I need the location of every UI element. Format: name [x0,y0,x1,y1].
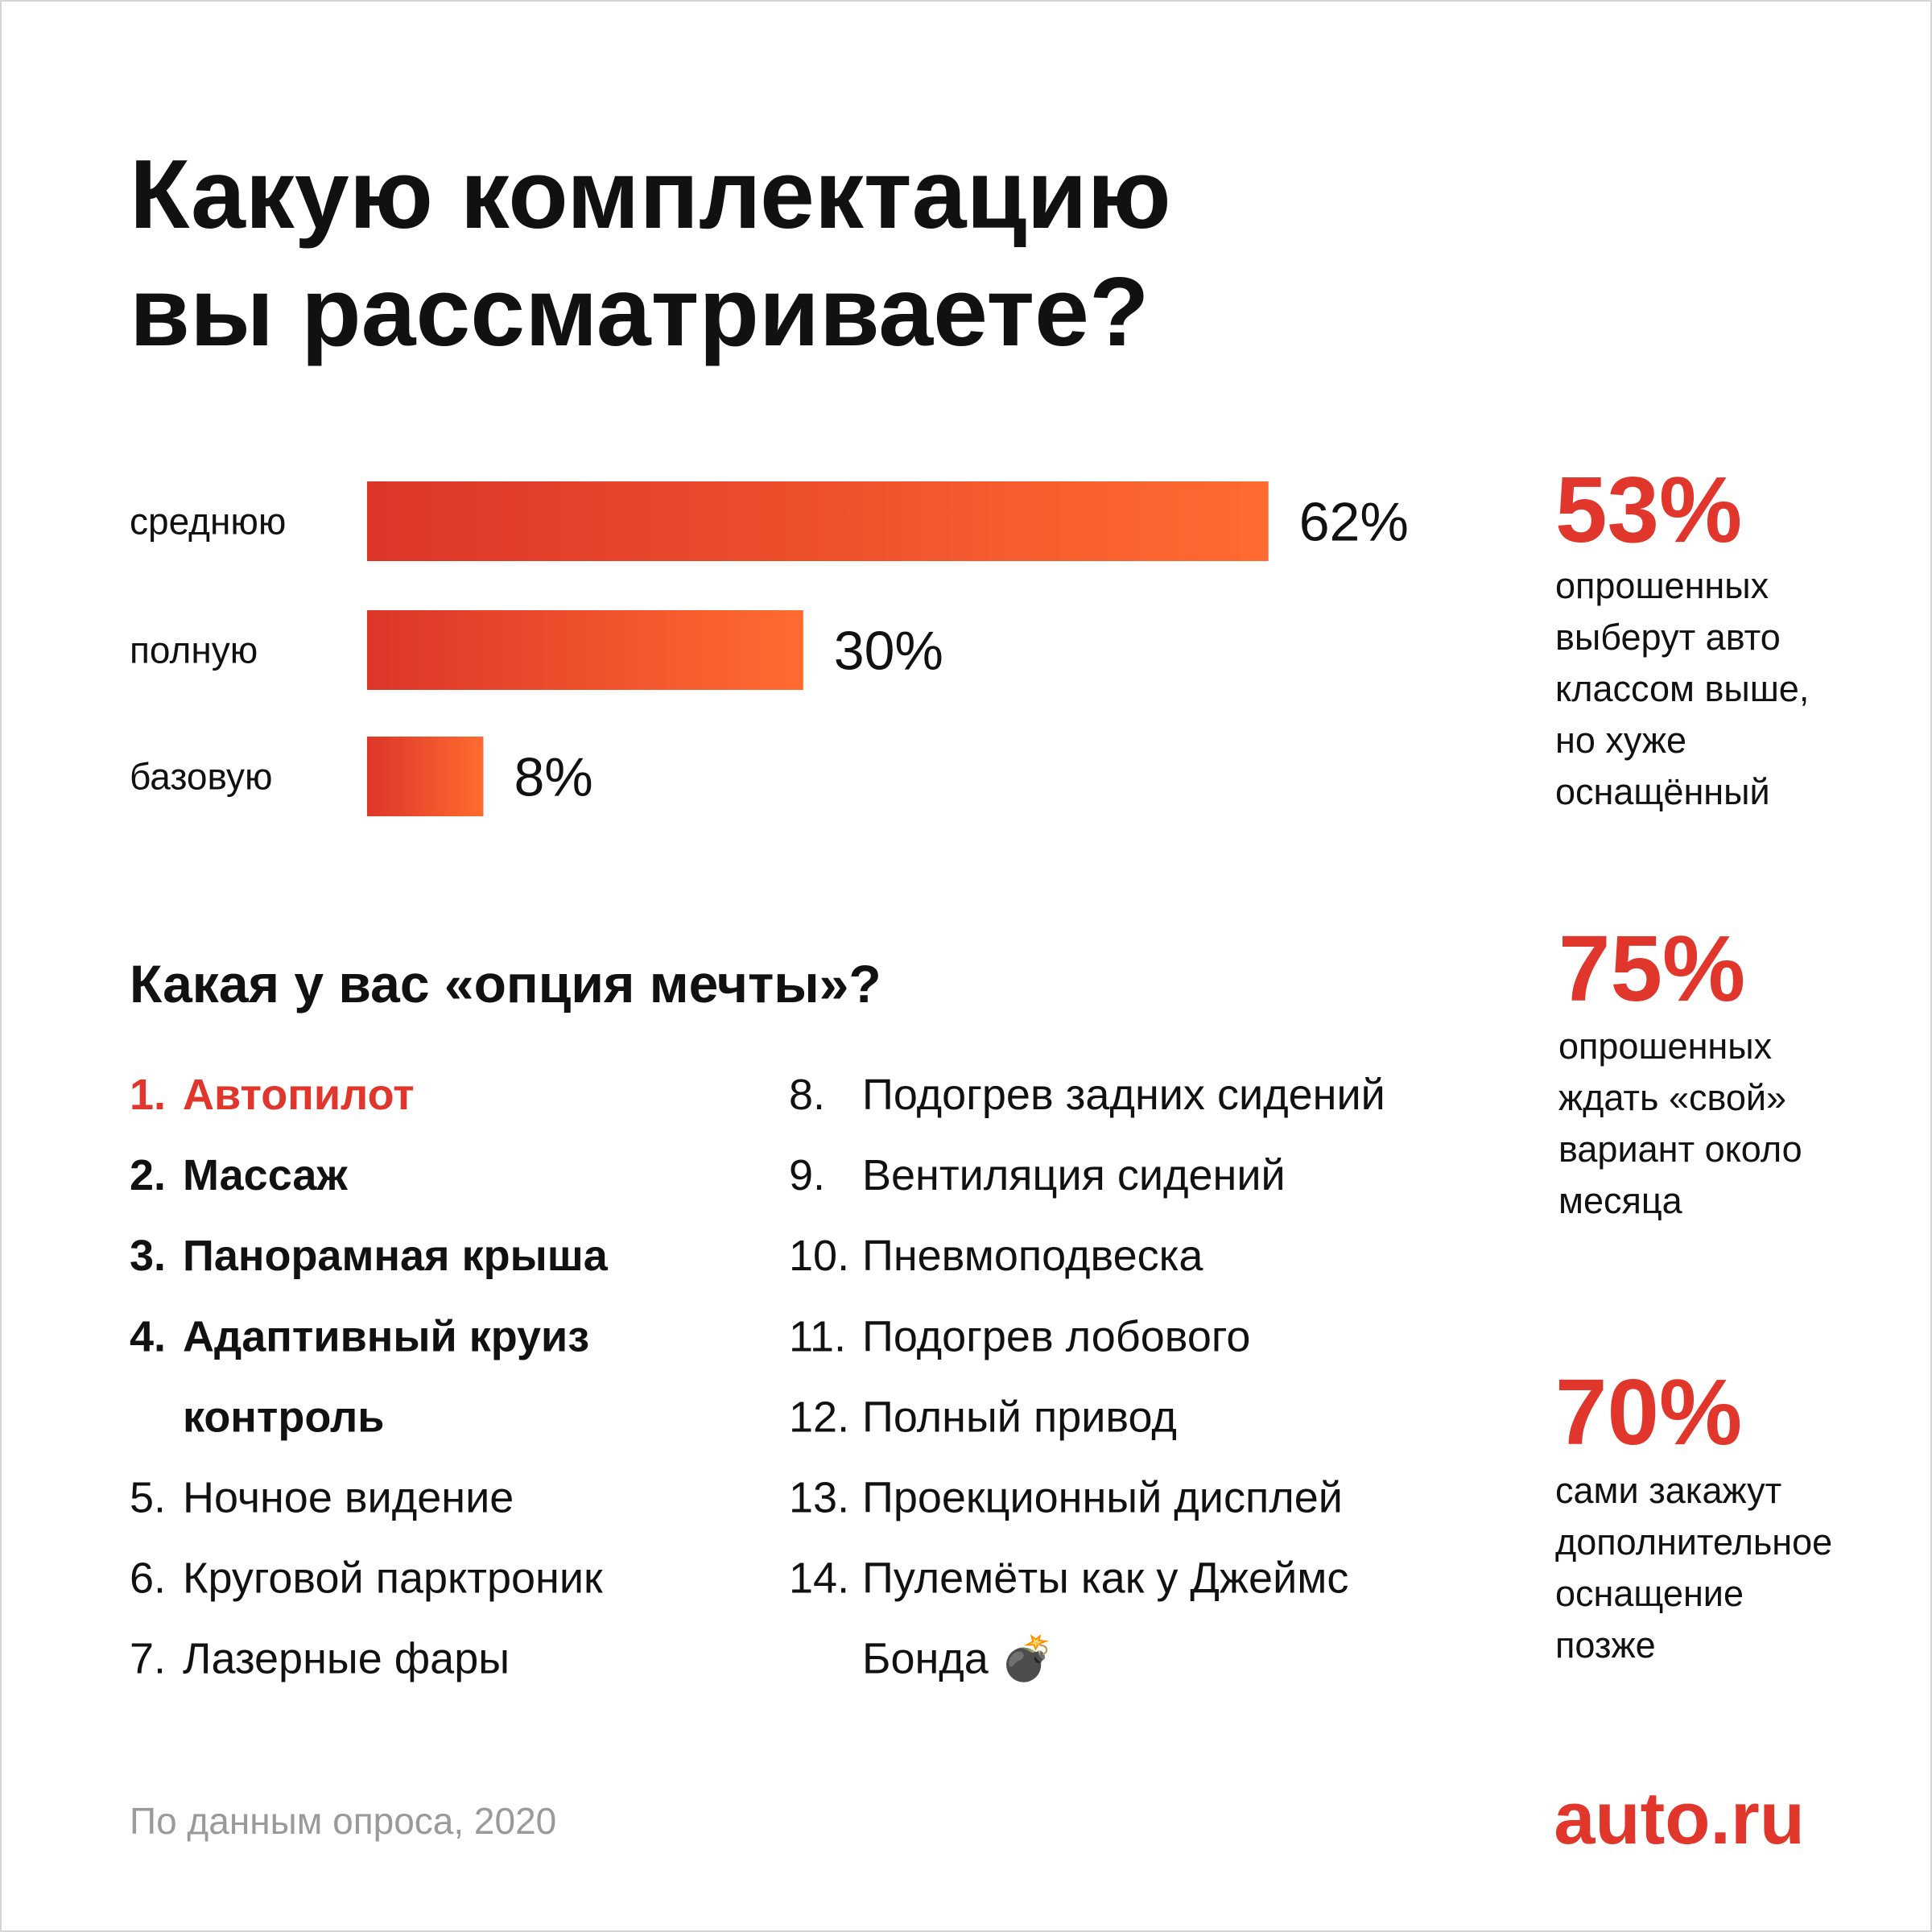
option-text: Автопилот [183,1071,415,1119]
option-number: 3. [130,1232,166,1280]
bar [367,737,484,816]
bar [367,610,803,690]
stat-value: 53% [1555,457,1742,562]
stat-text: оснащённый [1555,771,1770,812]
bar-value-label: 62% [1299,492,1409,553]
bar-value-label: 8% [514,747,592,808]
stat-text: выберут авто [1555,617,1781,658]
stat-text: классом выше, [1555,668,1809,709]
stat-text: месяца [1558,1180,1683,1221]
option-text: Проекционный дисплей [862,1474,1343,1522]
option-number: 4. [130,1312,166,1360]
logo: auto.ru [1554,1777,1805,1860]
title-line: вы рассматриваете? [130,257,1150,366]
option-text: Подогрев лобового [862,1312,1250,1360]
bar-category: полную [130,630,258,671]
option-text: Адаптивный круиз [183,1312,589,1360]
option-number: 9. [789,1151,825,1199]
option-text: Подогрев задних сидений [862,1071,1385,1119]
stat-text: вариант около [1558,1129,1802,1170]
option-number: 7. [130,1635,166,1683]
stat-text: сами закажут [1555,1470,1781,1511]
option-text: Пневмоподвеска [862,1232,1203,1280]
option-text: Массаж [183,1151,348,1199]
source-note: По данным опроса, 2020 [130,1800,556,1842]
stat-text: ждать «свой» [1558,1077,1786,1118]
stat-text: опрошенных [1555,565,1769,606]
bar-value-label: 30% [834,621,943,682]
stat-text: оснащение [1555,1573,1744,1614]
stat-value: 75% [1558,916,1745,1021]
option-text: Ночное видение [183,1474,514,1522]
option-number: 1. [130,1071,166,1119]
option-number: 12. [789,1393,849,1441]
option-number: 11. [789,1312,846,1360]
option-number: 10. [789,1232,849,1280]
option-number: 14. [789,1554,849,1603]
option-number: 6. [130,1554,166,1603]
option-text: Лазерные фары [183,1635,510,1683]
option-text: Полный привод [862,1393,1177,1441]
option-text: Панорамная крыша [183,1232,609,1280]
option-number: 2. [130,1151,166,1199]
option-text: Вентиляция сидений [862,1151,1286,1199]
option-number: 8. [789,1071,825,1119]
title-line: Какую комплектацию [130,139,1171,249]
option-number: 5. [130,1474,166,1522]
stat-text: опрошенных [1558,1026,1773,1067]
stat-value: 70% [1555,1360,1742,1464]
stat-text: позже [1555,1624,1656,1666]
option-text: Пулемёты как у Джеймс [862,1554,1348,1603]
stat-text: но хуже [1555,720,1686,761]
option-text: контроль [183,1393,385,1441]
options-title: Какая у вас «опция мечты»? [130,954,881,1013]
option-number: 13. [789,1474,849,1522]
bar-category: среднюю [130,501,286,543]
bar-category: базовую [130,756,272,798]
option-text: Бонда 💣 [862,1634,1055,1686]
stat-text: дополнительное [1555,1521,1832,1563]
bar [367,481,1269,561]
option-text: Круговой парктроник [183,1554,603,1603]
